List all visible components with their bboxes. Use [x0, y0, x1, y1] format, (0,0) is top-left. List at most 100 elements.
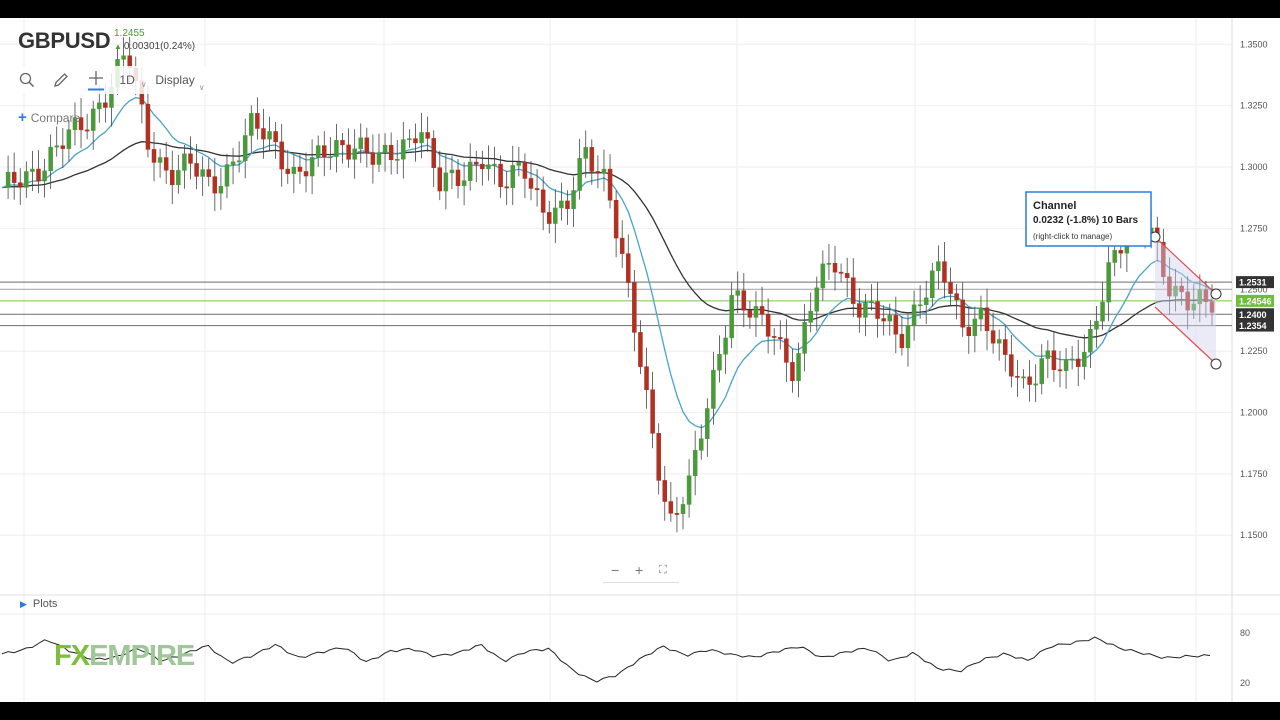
channel-hint: (right-click to manage): [1033, 232, 1112, 241]
candle-down: [844, 273, 850, 279]
slow-moving-average-line: [1, 141, 1213, 339]
candle-up: [814, 287, 820, 312]
candle-down: [632, 282, 637, 333]
price-tag-label: 1.2354: [1239, 321, 1267, 331]
candle-down: [437, 167, 443, 192]
zoom-out-button[interactable]: −: [611, 562, 620, 578]
candle-up: [1100, 301, 1105, 322]
candle-down: [668, 501, 674, 514]
candle-up: [66, 129, 72, 149]
compare-label: Compare: [30, 111, 81, 125]
candle-down: [279, 141, 284, 170]
candle-down: [188, 153, 193, 164]
rsi-line: [1, 636, 1211, 683]
y-tick-label: 1.3250: [1240, 101, 1268, 111]
candle-up: [796, 353, 801, 382]
candle-down: [595, 171, 601, 173]
candle-down: [966, 326, 972, 336]
candle-up: [978, 307, 984, 320]
price-change-value: 0.00301(0.24%): [123, 41, 196, 52]
price-chart[interactable]: Channel 0.0232 (-1.8%) 10 Bars (right-clic…: [0, 18, 1280, 702]
candle-down: [747, 309, 753, 318]
candle-down: [771, 336, 777, 338]
zoom-in-button[interactable]: +: [635, 562, 644, 578]
candle-down: [960, 299, 965, 328]
candle-up: [376, 152, 382, 165]
candle-up: [5, 171, 11, 188]
fullscreen-icon[interactable]: ⛶: [659, 564, 667, 576]
candle-up: [242, 135, 248, 161]
candle-up: [735, 290, 740, 296]
chart-stage: Channel 0.0232 (-1.8%) 10 Bars (right-clic…: [0, 18, 1280, 702]
candle-down: [255, 113, 260, 129]
candle-up: [887, 315, 892, 322]
candle-down: [674, 513, 680, 515]
candle-down: [1057, 369, 1063, 372]
candle-down: [942, 261, 947, 283]
candle-up: [97, 102, 102, 110]
candle-up: [1173, 285, 1178, 297]
candle-up: [571, 190, 576, 209]
display-menu[interactable]: Display ∨: [152, 66, 208, 94]
symbol-title: GBPUSD: [18, 28, 111, 53]
plots-label: Plots: [32, 598, 58, 610]
plots-toggle[interactable]: ▶ Plots: [20, 598, 57, 610]
candle-down: [163, 157, 169, 171]
candle-down: [1167, 276, 1172, 297]
price-tag: [1236, 294, 1274, 307]
price-tag-label: 1.2531: [1239, 278, 1267, 288]
candle-up: [1197, 289, 1203, 305]
pencil-icon[interactable]: [50, 66, 72, 94]
candle-down: [60, 145, 66, 149]
candle-down: [1203, 289, 1209, 302]
candle-down: [474, 161, 479, 165]
channel-handle: [1210, 358, 1222, 370]
candle-down: [1003, 339, 1008, 355]
candle-up: [869, 301, 874, 303]
candle-up: [236, 160, 242, 163]
logo-empire: EMPIRE: [89, 640, 195, 672]
candle-down: [790, 362, 795, 382]
candle-down: [285, 168, 291, 174]
search-icon[interactable]: [16, 66, 38, 94]
candle-up: [1063, 359, 1069, 371]
candle-up: [802, 322, 807, 354]
candle-down: [528, 178, 534, 189]
candle-up: [291, 166, 297, 174]
compare-button[interactable]: + Compare: [18, 109, 80, 126]
price-tag: [1236, 276, 1274, 289]
candle-up: [686, 475, 692, 505]
candle-down: [17, 182, 23, 188]
candle-up: [394, 158, 400, 161]
candle-up: [863, 302, 868, 318]
rsi-tick-label: 80: [1240, 628, 1250, 638]
chart-toolbar: 1D ∨ Display ∨: [12, 66, 208, 94]
crosshair-icon[interactable]: [85, 66, 107, 94]
candle-down: [662, 480, 668, 502]
candle-up: [24, 171, 29, 188]
candle-up: [729, 295, 734, 339]
expand-triangle-icon: ▶: [20, 599, 27, 609]
candle-up: [1069, 358, 1075, 361]
candle-up: [121, 55, 126, 60]
zoom-controls: − + ⛶: [603, 562, 679, 583]
candle-down: [656, 433, 661, 481]
candle-up: [328, 156, 333, 159]
candle-down: [322, 145, 327, 157]
candle-up: [72, 117, 78, 130]
candle-down: [1179, 285, 1184, 293]
candle-up: [352, 148, 357, 160]
candle-up: [1021, 376, 1026, 379]
candle-down: [534, 188, 540, 191]
interval-select[interactable]: 1D ∨: [116, 66, 150, 94]
candle-up: [936, 261, 941, 272]
candle-down: [1185, 291, 1190, 311]
candle-down: [881, 318, 886, 322]
channel-label-box: [1025, 191, 1152, 247]
candle-up: [753, 306, 759, 318]
candle-up: [182, 153, 187, 171]
candle-down: [1027, 376, 1032, 385]
candle-down: [212, 176, 218, 194]
candle-up: [334, 140, 339, 157]
candle-up: [820, 263, 826, 289]
